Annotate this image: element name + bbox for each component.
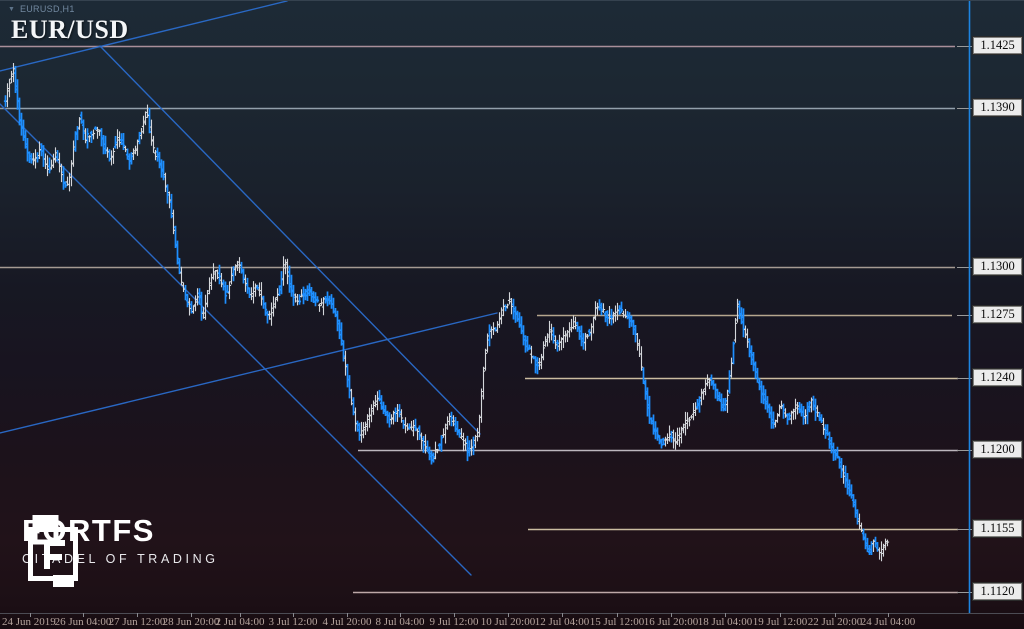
price-axis-label[interactable]: 1.1120 xyxy=(972,582,1023,601)
symbol-selector[interactable]: ▼ EURUSD,H1 xyxy=(8,4,75,14)
price-axis-label[interactable]: 1.1200 xyxy=(972,440,1023,459)
bullish-bars xyxy=(5,63,890,562)
price-axis-label[interactable]: 1.1425 xyxy=(972,36,1023,55)
time-axis-label[interactable]: 4 Jul 20:00 xyxy=(322,616,372,628)
price-axis-label[interactable]: 1.1240 xyxy=(972,368,1023,387)
symbol-dropdown-icon[interactable]: ▼ xyxy=(8,5,15,13)
time-axis-label[interactable]: 8 Jul 04:00 xyxy=(375,616,425,628)
time-axis-label[interactable]: 19 Jul 12:00 xyxy=(752,616,808,628)
price-axis-label[interactable]: 1.1390 xyxy=(972,98,1023,117)
trendline[interactable] xyxy=(99,45,481,435)
time-axis-label[interactable]: 22 Jul 20:00 xyxy=(807,616,863,628)
trendline[interactable] xyxy=(0,312,498,434)
trendline[interactable] xyxy=(0,1,288,72)
time-axis-label[interactable]: 3 Jul 12:00 xyxy=(268,616,318,628)
time-axis-label[interactable]: 15 Jul 12:00 xyxy=(589,616,645,628)
price-axis-label[interactable]: 1.1275 xyxy=(972,305,1023,324)
price-axis-label[interactable]: 1.1300 xyxy=(972,257,1023,276)
time-axis-label[interactable]: 24 Jul 04:00 xyxy=(860,616,916,628)
time-axis-label[interactable]: 26 Jun 04:00 xyxy=(54,616,112,628)
symbol-timeframe-label: EURUSD,H1 xyxy=(19,4,75,14)
price-axis-label[interactable]: 1.1155 xyxy=(972,519,1023,538)
time-axis-label[interactable]: 28 Jun 20:00 xyxy=(162,616,220,628)
time-axis-label[interactable]: 16 Jul 20:00 xyxy=(643,616,699,628)
time-axis-label[interactable]: 10 Jul 20:00 xyxy=(480,616,536,628)
time-axis-label[interactable]: 9 Jul 12:00 xyxy=(429,616,479,628)
time-axis-label[interactable]: 27 Jun 12:00 xyxy=(108,616,166,628)
fortfs-logo-icon xyxy=(28,515,78,587)
time-axis-label[interactable]: 12 Jul 04:00 xyxy=(534,616,590,628)
pair-title: EUR/USD xyxy=(11,15,129,44)
time-axis-label[interactable]: 24 Jun 2019 xyxy=(2,616,56,628)
broker-logo: FORTFS CITADEL OF TRADING xyxy=(22,514,219,587)
trendline[interactable] xyxy=(0,103,472,576)
logo-tagline: CITADEL OF TRADING xyxy=(22,551,219,566)
time-axis-label[interactable]: 18 Jul 04:00 xyxy=(697,616,753,628)
time-axis-label[interactable]: 2 Jul 04:00 xyxy=(215,616,265,628)
bearish-bars xyxy=(3,65,880,555)
